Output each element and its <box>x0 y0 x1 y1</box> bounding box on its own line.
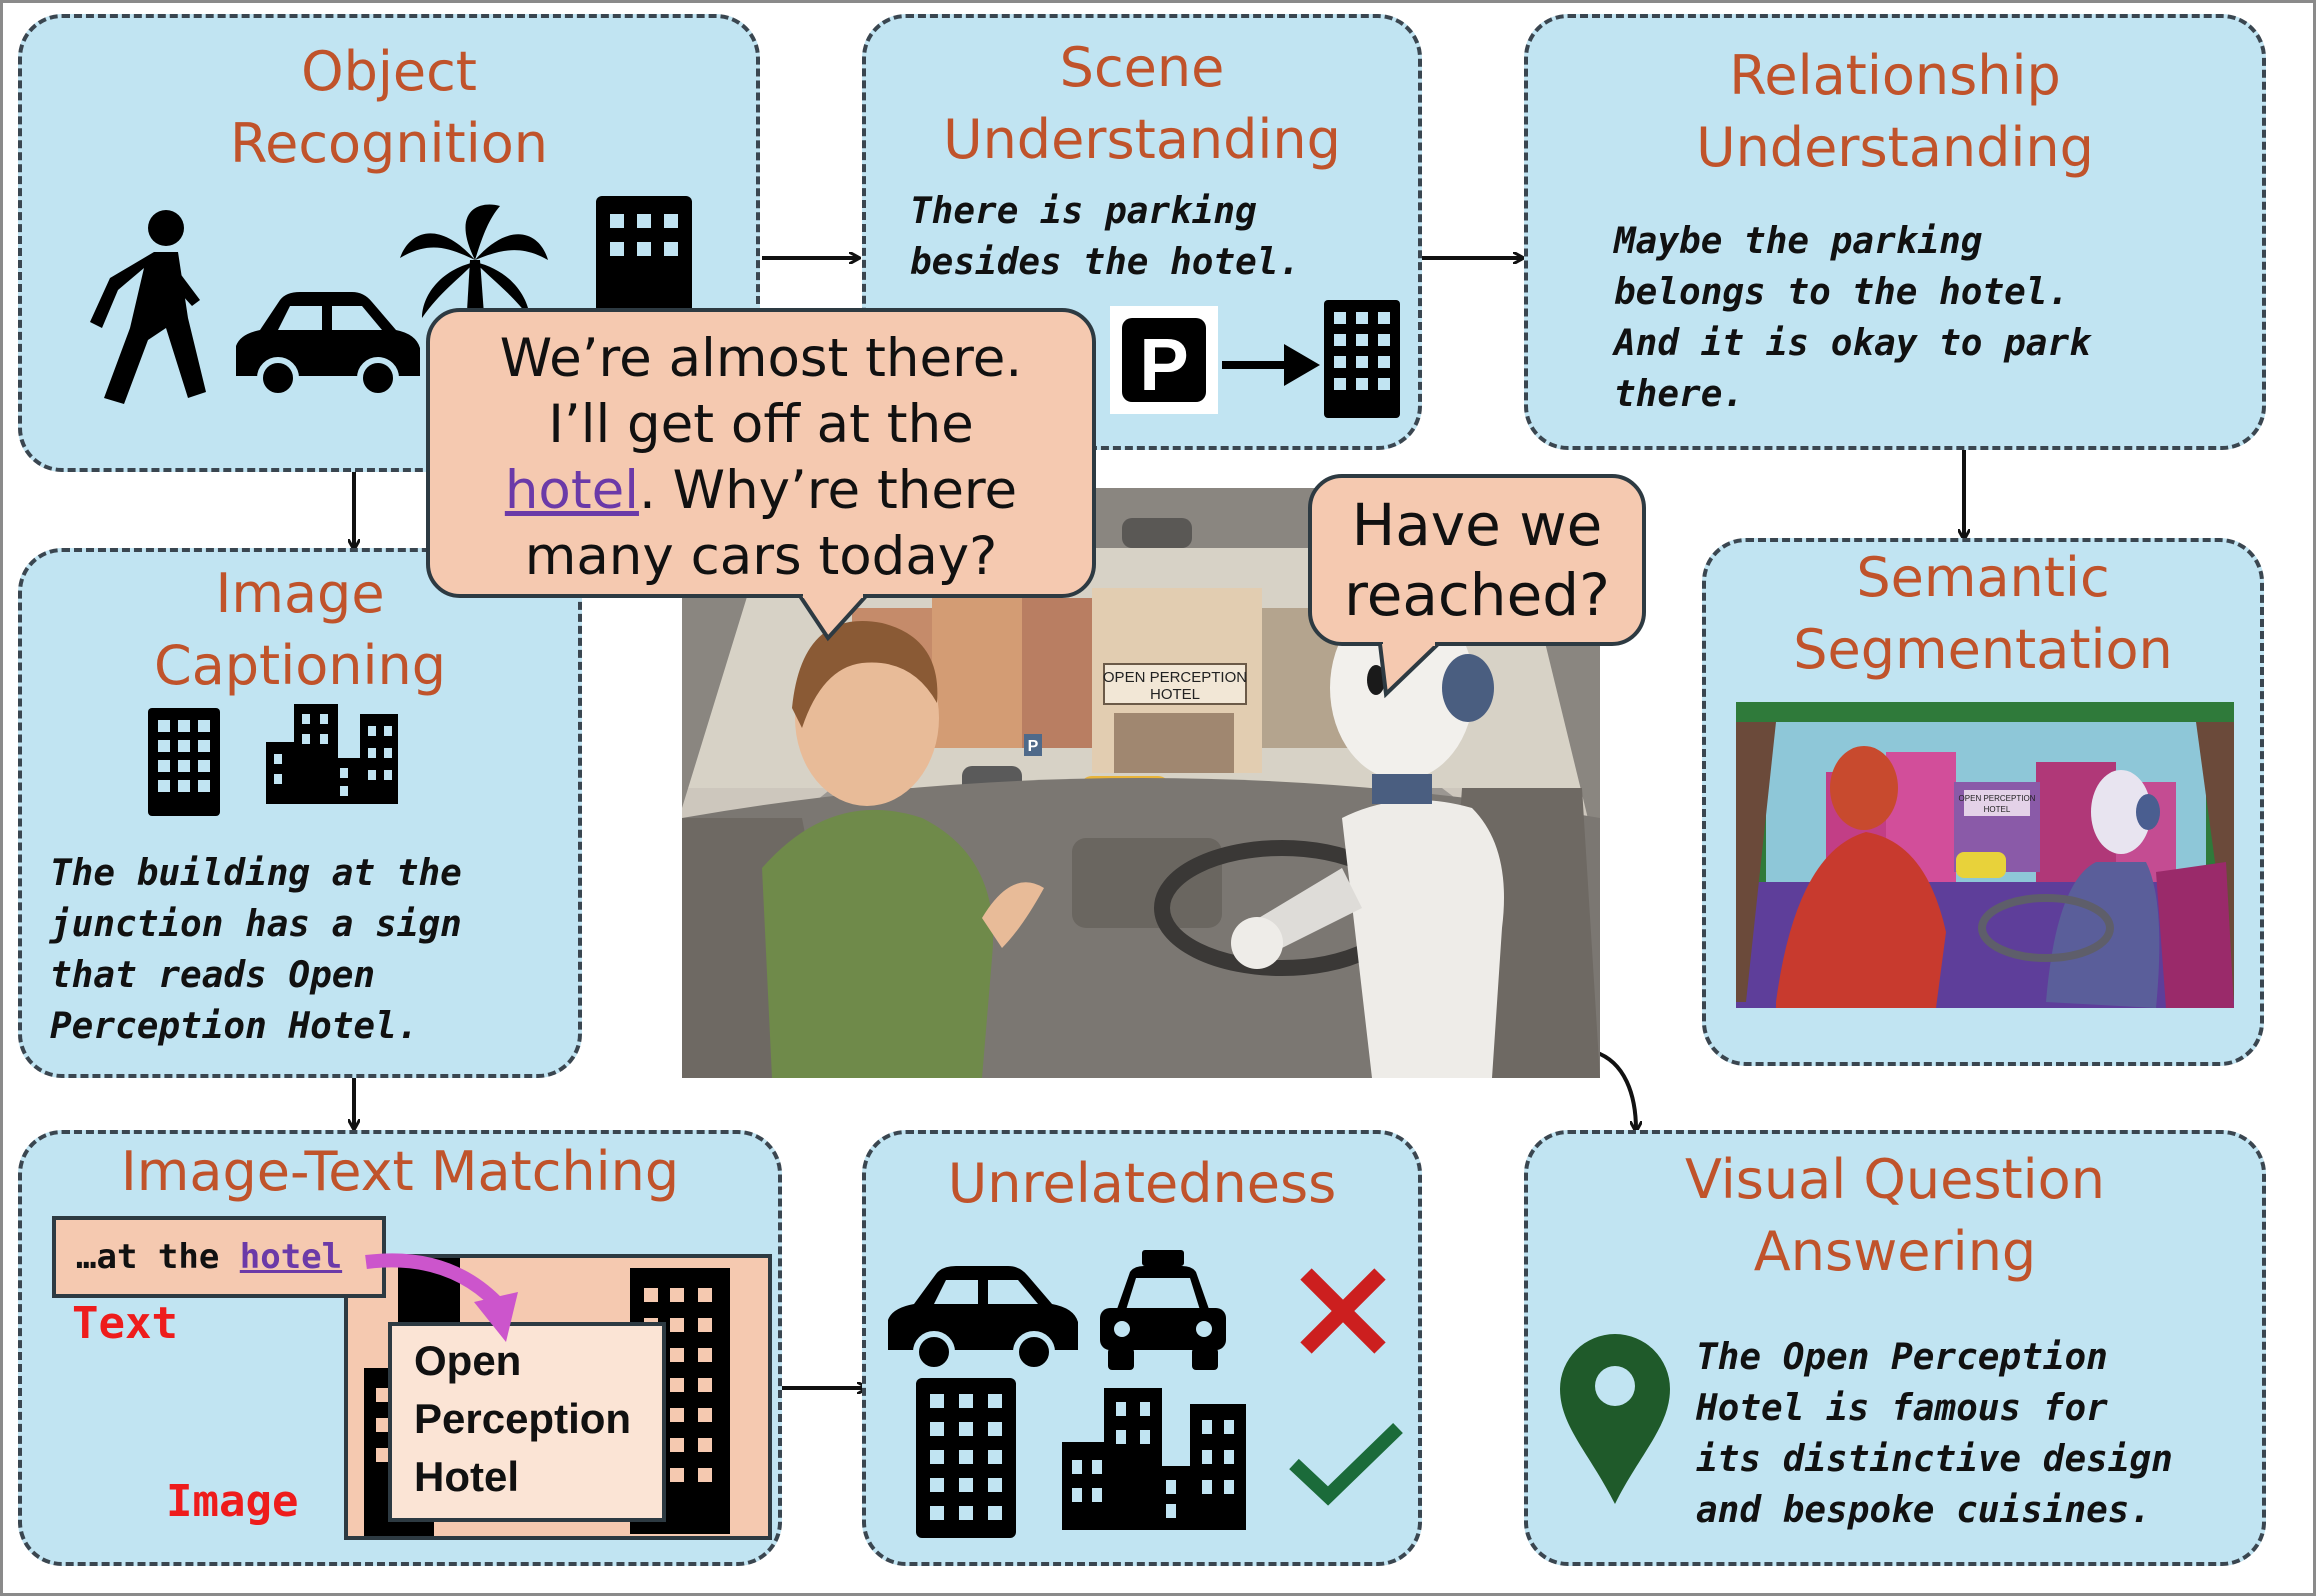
car-interior-scene: OPEN PERCEPTION HOTEL P <box>682 488 1600 1078</box>
text-label: Text <box>72 1298 178 1349</box>
check-icon <box>1289 1422 1403 1506</box>
building-icon <box>1324 300 1400 418</box>
car-icon <box>236 292 420 399</box>
arrow-scene-to-vqa <box>1594 1050 1636 1130</box>
matching-hotel-sign: Open Perception Hotel <box>388 1322 666 1522</box>
panel-title: Unrelatedness <box>947 1152 1337 1215</box>
location-pin-icon <box>1560 1334 1670 1504</box>
taxi-icon <box>1100 1250 1226 1370</box>
matching-link-arrow <box>365 1253 518 1342</box>
building-icon <box>916 1378 1016 1538</box>
panel-title: Object Recognition <box>230 40 548 175</box>
cross-icon <box>1300 1268 1386 1354</box>
image-label: Image <box>166 1476 299 1527</box>
scene-parking-letter: P <box>1028 738 1039 755</box>
hotel-sign <box>1103 663 1247 705</box>
panel-description: The Open Perception Hotel is famous for … <box>1696 1337 2173 1531</box>
panel-title: Visual Question Answering <box>1685 1148 2105 1283</box>
panel-image-captioning: Image Captioning The building at the jun… <box>18 548 582 1078</box>
segmentation-sign-line2: HOTEL <box>1984 805 2011 814</box>
human-speech-bubble: We’re almost there. I’ll get off at the … <box>426 308 1096 598</box>
human-bubble-tail <box>798 590 868 642</box>
arrow-parking-to-building-icon <box>1222 344 1320 386</box>
parking-sign-icon: P <box>1110 306 1218 414</box>
panel-description: The building at the junction has a sign … <box>50 853 462 1047</box>
panel-title: Scene Understanding <box>943 36 1341 171</box>
robot-bubble-tail <box>1378 638 1440 699</box>
panel-relationship-understanding: Relationship Understanding Maybe the par… <box>1524 14 2266 450</box>
panel-description: Maybe the parking belongs to the hotel. … <box>1614 221 2091 415</box>
parking-sign-letter: P <box>1139 323 1188 406</box>
panel-title: Relationship Understanding <box>1696 44 2094 179</box>
panel-description: There is parking besides the hotel. <box>910 191 1301 283</box>
hotel-sign-line1: OPEN PERCEPTION <box>1103 669 1247 686</box>
segmentation-map-image: OPEN PERCEPTION HOTEL <box>1736 702 2234 1008</box>
segmentation-sign <box>1964 790 2030 816</box>
matching-text-snippet: …at the hotel <box>52 1216 386 1298</box>
city-buildings-icon <box>1062 1388 1246 1530</box>
panel-title: Semantic Segmentation <box>1793 546 2173 681</box>
hotel-link: hotel <box>239 1237 343 1277</box>
city-buildings-icon <box>266 704 398 804</box>
walking-person-icon <box>90 210 206 404</box>
hotel-link: hotel <box>504 460 639 521</box>
hotel-sign-line2: HOTEL <box>1150 686 1200 703</box>
panel-title: Image Captioning <box>153 562 447 697</box>
panel-title: Image-Text Matching <box>120 1140 680 1203</box>
car-icon <box>888 1266 1078 1373</box>
robot-speech-bubble: Have we reached? <box>1308 474 1646 646</box>
segmentation-sign-line1: OPEN PERCEPTION <box>1959 794 2036 803</box>
building-icon <box>148 708 220 816</box>
